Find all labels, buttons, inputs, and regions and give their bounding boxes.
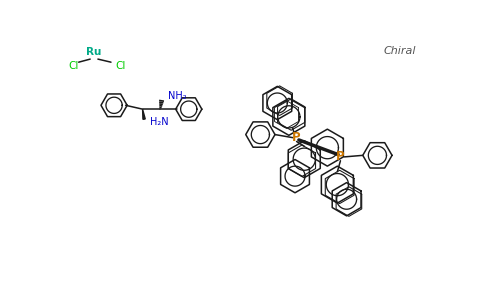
Text: Cl: Cl xyxy=(68,61,78,71)
Polygon shape xyxy=(143,109,145,119)
Text: Chiral: Chiral xyxy=(383,46,416,56)
Text: Ru: Ru xyxy=(86,47,102,57)
Text: Cl: Cl xyxy=(115,61,125,71)
Text: NH₂: NH₂ xyxy=(168,91,187,101)
Text: P: P xyxy=(336,150,345,164)
Text: H₂N: H₂N xyxy=(150,117,169,127)
Text: P: P xyxy=(292,131,301,144)
